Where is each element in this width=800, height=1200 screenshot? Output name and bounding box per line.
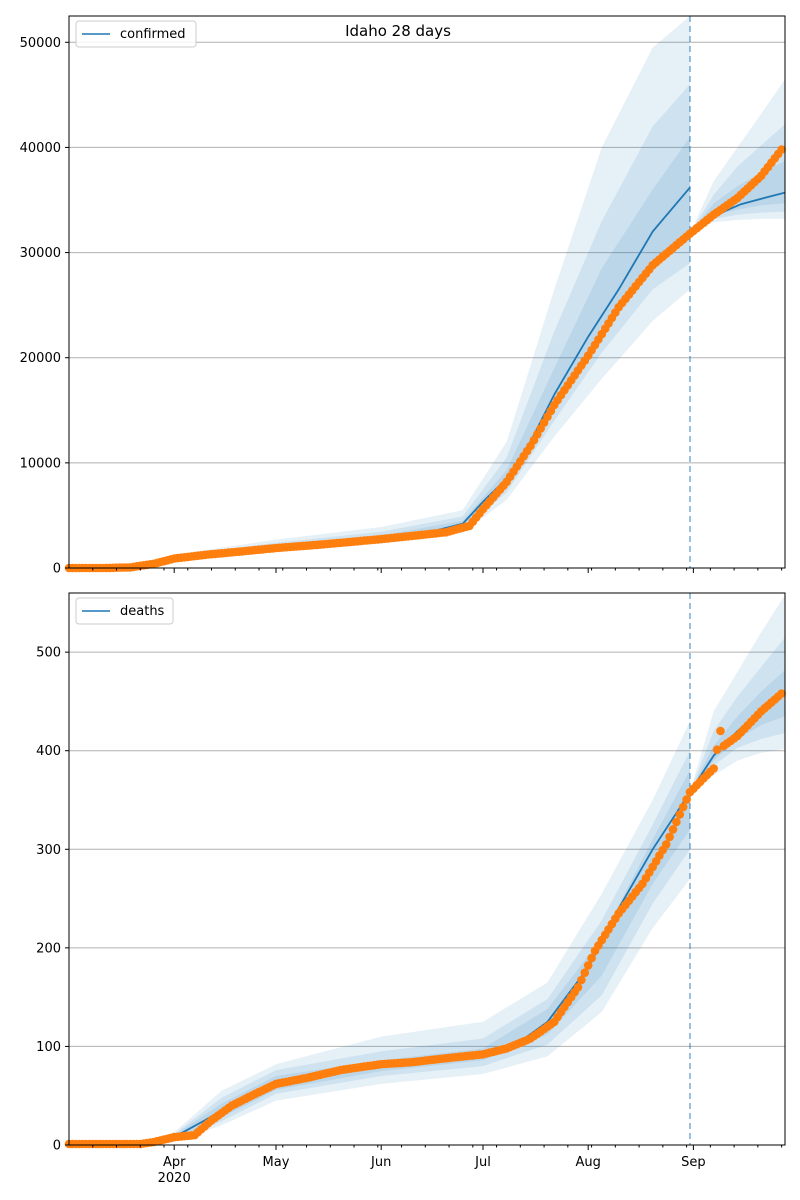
uncertainty-band (140, 16, 691, 567)
x-axis-ticks (92, 568, 783, 573)
observed-point (709, 764, 718, 773)
confirmed-panel: 0 10000 20000 30000 40000 50000 Idaho 28 days… (20, 15, 786, 577)
y-tick-label: 300 (36, 843, 61, 858)
observed-point (678, 802, 688, 812)
y-tick-label: 20000 (20, 351, 61, 366)
observed-points (64, 145, 786, 573)
y-tick-label: 0 (53, 562, 61, 577)
observed-point (675, 810, 685, 819)
observed-points (64, 689, 786, 1149)
uncertainty-bands (140, 595, 785, 1145)
observed-point (580, 968, 590, 977)
observed-point (661, 840, 671, 849)
y-tick-label: 10000 (20, 456, 61, 471)
plot-frame (68, 15, 786, 569)
legend-label-confirmed: confirmed (120, 27, 186, 42)
uncertainty-band (690, 595, 785, 793)
y-tick-label: 50000 (20, 36, 61, 51)
y-tick-label: 100 (36, 1040, 61, 1055)
x-tick-label: May (263, 1155, 290, 1170)
chart-title: Idaho 28 days (345, 22, 451, 40)
legend-label-deaths: deaths (120, 604, 165, 619)
x-tick-label: Apr (163, 1155, 186, 1170)
y-tick-label: 30000 (20, 246, 61, 261)
uncertainty-band (690, 79, 785, 234)
uncertainty-band (140, 721, 691, 1145)
observed-point (665, 832, 674, 842)
y-tick-label: 400 (36, 744, 61, 759)
observed-point (573, 983, 583, 992)
uncertainty-band (140, 750, 691, 1145)
legend-box (75, 20, 197, 48)
plot-frame (68, 592, 786, 1146)
observed-point (712, 745, 722, 754)
observed-point (672, 817, 681, 827)
x-tick-label: Aug (575, 1155, 600, 1170)
legend: deaths (75, 597, 174, 625)
observed-point (587, 953, 596, 963)
observed-point (668, 825, 678, 834)
y-axis-ticks: 0 10000 20000 30000 40000 50000 (20, 36, 69, 577)
legend: confirmed (75, 20, 197, 48)
observed-point (577, 975, 586, 985)
observed-point (682, 795, 691, 804)
observed-point (716, 726, 725, 736)
x-tick-label: Sep (681, 1155, 706, 1170)
y-tick-label: 40000 (20, 141, 61, 156)
y-axis-ticks: 0 100 200 300 400 500 (36, 646, 69, 1154)
x-tick-label: Jul (474, 1155, 491, 1170)
observed-point (777, 689, 786, 698)
observed-point (777, 145, 786, 154)
x-tick-sublabel: 2020 (158, 1171, 191, 1186)
y-tick-label: 0 (53, 1139, 61, 1154)
uncertainty-band (690, 124, 785, 234)
uncertainty-band (140, 84, 691, 567)
uncertainty-band (690, 637, 785, 793)
x-tick-label: Jun (370, 1155, 391, 1170)
y-tick-label: 500 (36, 646, 61, 661)
observed-point (583, 961, 593, 970)
y-tick-label: 200 (36, 941, 61, 956)
legend-box (75, 597, 174, 625)
